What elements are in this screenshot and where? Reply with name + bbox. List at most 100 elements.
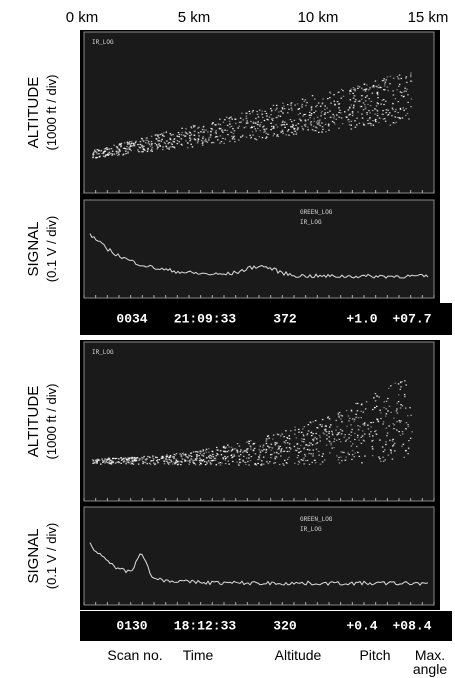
echo (368, 98, 370, 100)
status-value: 21:09:33 (174, 311, 237, 326)
echo (180, 138, 182, 140)
echo (333, 440, 335, 443)
echo (351, 418, 354, 420)
echo (197, 451, 199, 453)
echo (126, 145, 128, 148)
echo (350, 431, 353, 433)
echo (109, 459, 111, 461)
echo (331, 434, 334, 436)
echo (329, 91, 331, 93)
echo (366, 84, 368, 86)
echo (265, 440, 268, 442)
echo (295, 449, 298, 452)
echo (185, 128, 187, 130)
echo (255, 122, 257, 124)
echo (245, 122, 248, 124)
echo (236, 461, 238, 463)
echo (259, 125, 261, 127)
echo (169, 456, 171, 458)
echo (364, 408, 367, 410)
echo (282, 120, 284, 122)
echo (325, 444, 328, 446)
echo (410, 80, 413, 82)
echo (302, 433, 304, 435)
echo (364, 100, 367, 102)
echo (353, 105, 355, 107)
echo (128, 462, 130, 464)
echo (113, 153, 116, 155)
echo (335, 118, 337, 120)
echo (119, 144, 121, 146)
echo (295, 132, 298, 134)
echo (211, 450, 213, 452)
echo (310, 113, 313, 115)
echo (344, 440, 347, 442)
echo (202, 459, 205, 461)
echo (225, 446, 227, 448)
echo (222, 131, 224, 133)
echo (350, 120, 353, 122)
echo (276, 126, 279, 128)
echo (270, 457, 272, 459)
echo (385, 112, 387, 114)
echo (398, 420, 401, 422)
echo (234, 118, 236, 120)
echo (239, 461, 242, 464)
echo (393, 424, 396, 426)
echo (198, 464, 201, 466)
echo (254, 453, 257, 455)
echo (224, 455, 226, 458)
echo (336, 455, 338, 457)
echo (193, 125, 195, 127)
echo (217, 462, 220, 464)
echo (307, 119, 310, 121)
echo (146, 463, 148, 465)
echo (158, 137, 160, 139)
echo (156, 145, 159, 147)
echo (382, 460, 385, 462)
echo (382, 423, 384, 425)
echo (399, 407, 402, 409)
echo (352, 92, 354, 94)
echo (117, 151, 119, 153)
echo (378, 396, 380, 398)
echo (212, 122, 214, 124)
echo (402, 96, 405, 98)
echo (272, 104, 275, 106)
echo (129, 146, 131, 148)
echo (354, 95, 356, 97)
echo (332, 113, 334, 116)
echo (313, 112, 315, 114)
echo (340, 117, 343, 119)
echo (190, 126, 192, 128)
echo (230, 446, 233, 448)
echo (394, 122, 396, 124)
echo (364, 424, 366, 426)
echo (129, 148, 131, 150)
echo (165, 458, 167, 460)
echo (316, 442, 319, 444)
echo (211, 128, 213, 130)
trace-label: IR_LOG (300, 526, 322, 533)
echo (321, 461, 324, 463)
echo (396, 402, 398, 404)
echo (328, 440, 330, 442)
echo (245, 448, 248, 450)
echo (394, 98, 397, 100)
echo (173, 453, 175, 456)
echo (356, 124, 358, 126)
echo (231, 448, 234, 450)
echo (336, 101, 339, 103)
trace-label: IR_LOG (300, 219, 322, 226)
echo (150, 141, 153, 143)
echo (354, 90, 356, 92)
echo (215, 124, 217, 126)
echo (281, 433, 283, 435)
echo (377, 84, 380, 86)
echo (289, 125, 292, 127)
echo (280, 131, 282, 133)
echo (258, 458, 261, 460)
echo (321, 424, 323, 426)
echo (205, 448, 208, 450)
echo (121, 458, 123, 460)
